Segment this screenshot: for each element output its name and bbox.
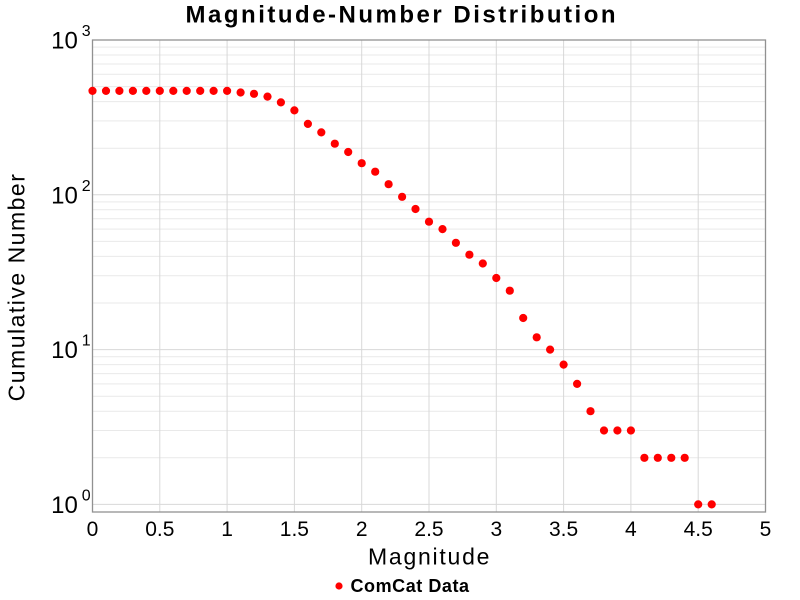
svg-text:Magnitude-Number Distribution: Magnitude-Number Distribution xyxy=(186,2,618,29)
svg-text:0: 0 xyxy=(87,518,99,541)
svg-text:0.5: 0.5 xyxy=(145,518,174,541)
svg-text:10: 10 xyxy=(51,492,78,519)
svg-text:10: 10 xyxy=(51,337,78,364)
svg-text:3.5: 3.5 xyxy=(549,518,578,541)
svg-text:10: 10 xyxy=(51,28,78,55)
svg-text:5: 5 xyxy=(760,518,772,541)
svg-text:3: 3 xyxy=(82,23,91,40)
svg-text:2.5: 2.5 xyxy=(414,518,443,541)
svg-text:1: 1 xyxy=(82,333,91,350)
svg-text:Cumulative Number: Cumulative Number xyxy=(3,173,29,402)
svg-text:4: 4 xyxy=(625,518,637,541)
svg-text:ComCat Data: ComCat Data xyxy=(351,576,471,596)
svg-text:0: 0 xyxy=(82,487,91,504)
svg-text:1: 1 xyxy=(221,518,233,541)
svg-text:Magnitude: Magnitude xyxy=(368,544,491,570)
svg-text:2: 2 xyxy=(356,518,368,541)
svg-text:3: 3 xyxy=(490,518,502,541)
svg-text:2: 2 xyxy=(82,178,91,195)
svg-text:10: 10 xyxy=(51,182,78,209)
svg-text:1.5: 1.5 xyxy=(280,518,309,541)
svg-text:4.5: 4.5 xyxy=(684,518,713,541)
